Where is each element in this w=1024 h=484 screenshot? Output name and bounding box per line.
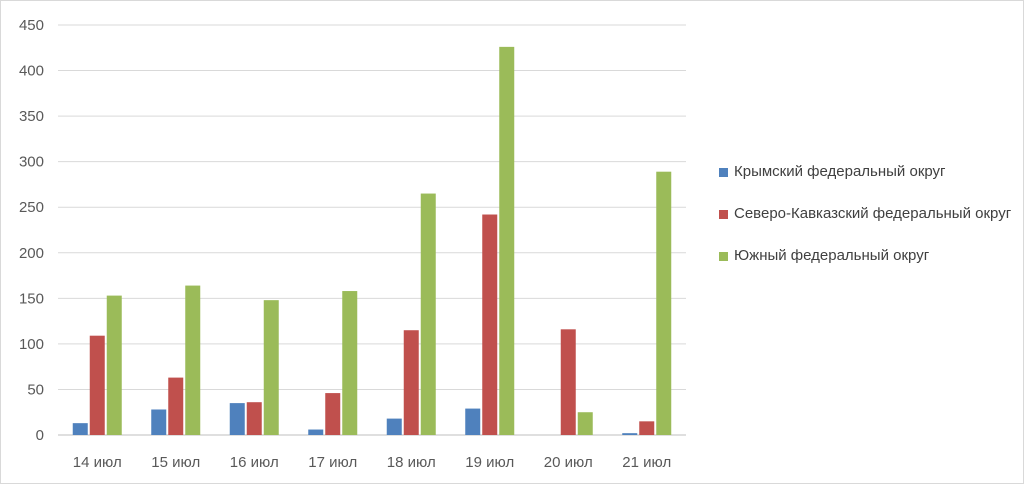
bar-1 — [465, 408, 481, 435]
bar-2 — [403, 330, 419, 435]
y-tick-label: 150 — [19, 290, 44, 307]
bar-2 — [246, 402, 262, 435]
bar-3 — [499, 46, 515, 435]
bar-3 — [577, 412, 593, 435]
legend-label: Южный федеральный округ — [734, 247, 930, 264]
y-tick-label: 400 — [19, 63, 44, 80]
bar-3 — [263, 300, 279, 435]
bar-1 — [151, 409, 167, 435]
legend-swatch — [719, 210, 728, 219]
bar-2 — [325, 393, 341, 435]
bar-1 — [622, 433, 638, 435]
bar-3 — [656, 171, 672, 435]
legend-label: Крымский федеральный округ — [734, 163, 946, 180]
legend: Крымский федеральный округ Северо-Кавказс… — [719, 161, 1019, 287]
y-tick-label: 300 — [19, 154, 44, 171]
bar-2 — [168, 377, 184, 435]
x-tick-label: 21 июл — [622, 454, 671, 471]
legend-swatch — [719, 252, 728, 261]
bar-3 — [185, 285, 201, 435]
legend-label: Северо-Кавказский федеральный округ — [734, 205, 1012, 222]
x-tick-label: 20 июл — [544, 454, 593, 471]
y-tick-label: 450 — [19, 17, 44, 34]
bar-1 — [72, 423, 88, 435]
y-tick-label: 200 — [19, 245, 44, 262]
bar-1 — [386, 418, 402, 435]
x-tick-label: 19 июл — [465, 454, 514, 471]
x-tick-label: 16 июл — [230, 454, 279, 471]
legend-swatch — [719, 168, 728, 177]
y-tick-label: 350 — [19, 108, 44, 125]
bar-3 — [106, 295, 122, 435]
y-tick-label: 0 — [36, 427, 44, 444]
bar-1 — [308, 429, 324, 435]
bar-2 — [482, 214, 498, 435]
x-tick-label: 18 июл — [387, 454, 436, 471]
x-tick-label: 15 июл — [151, 454, 200, 471]
x-tick-label: 17 июл — [308, 454, 357, 471]
y-tick-label: 100 — [19, 336, 44, 353]
legend-item: Крымский федеральный округ — [719, 161, 1019, 183]
bar-2 — [639, 421, 655, 435]
bar-2 — [560, 329, 576, 435]
legend-item: Южный федеральный округ — [719, 245, 1019, 267]
bar-3 — [420, 193, 436, 435]
bar-3 — [342, 291, 358, 435]
y-tick-label: 250 — [19, 199, 44, 216]
legend-item: Северо-Кавказский федеральный округ — [719, 203, 1019, 225]
x-tick-label: 14 июл — [73, 454, 122, 471]
bar-1 — [229, 403, 245, 435]
bar-2 — [89, 335, 105, 435]
y-tick-label: 50 — [27, 381, 44, 398]
